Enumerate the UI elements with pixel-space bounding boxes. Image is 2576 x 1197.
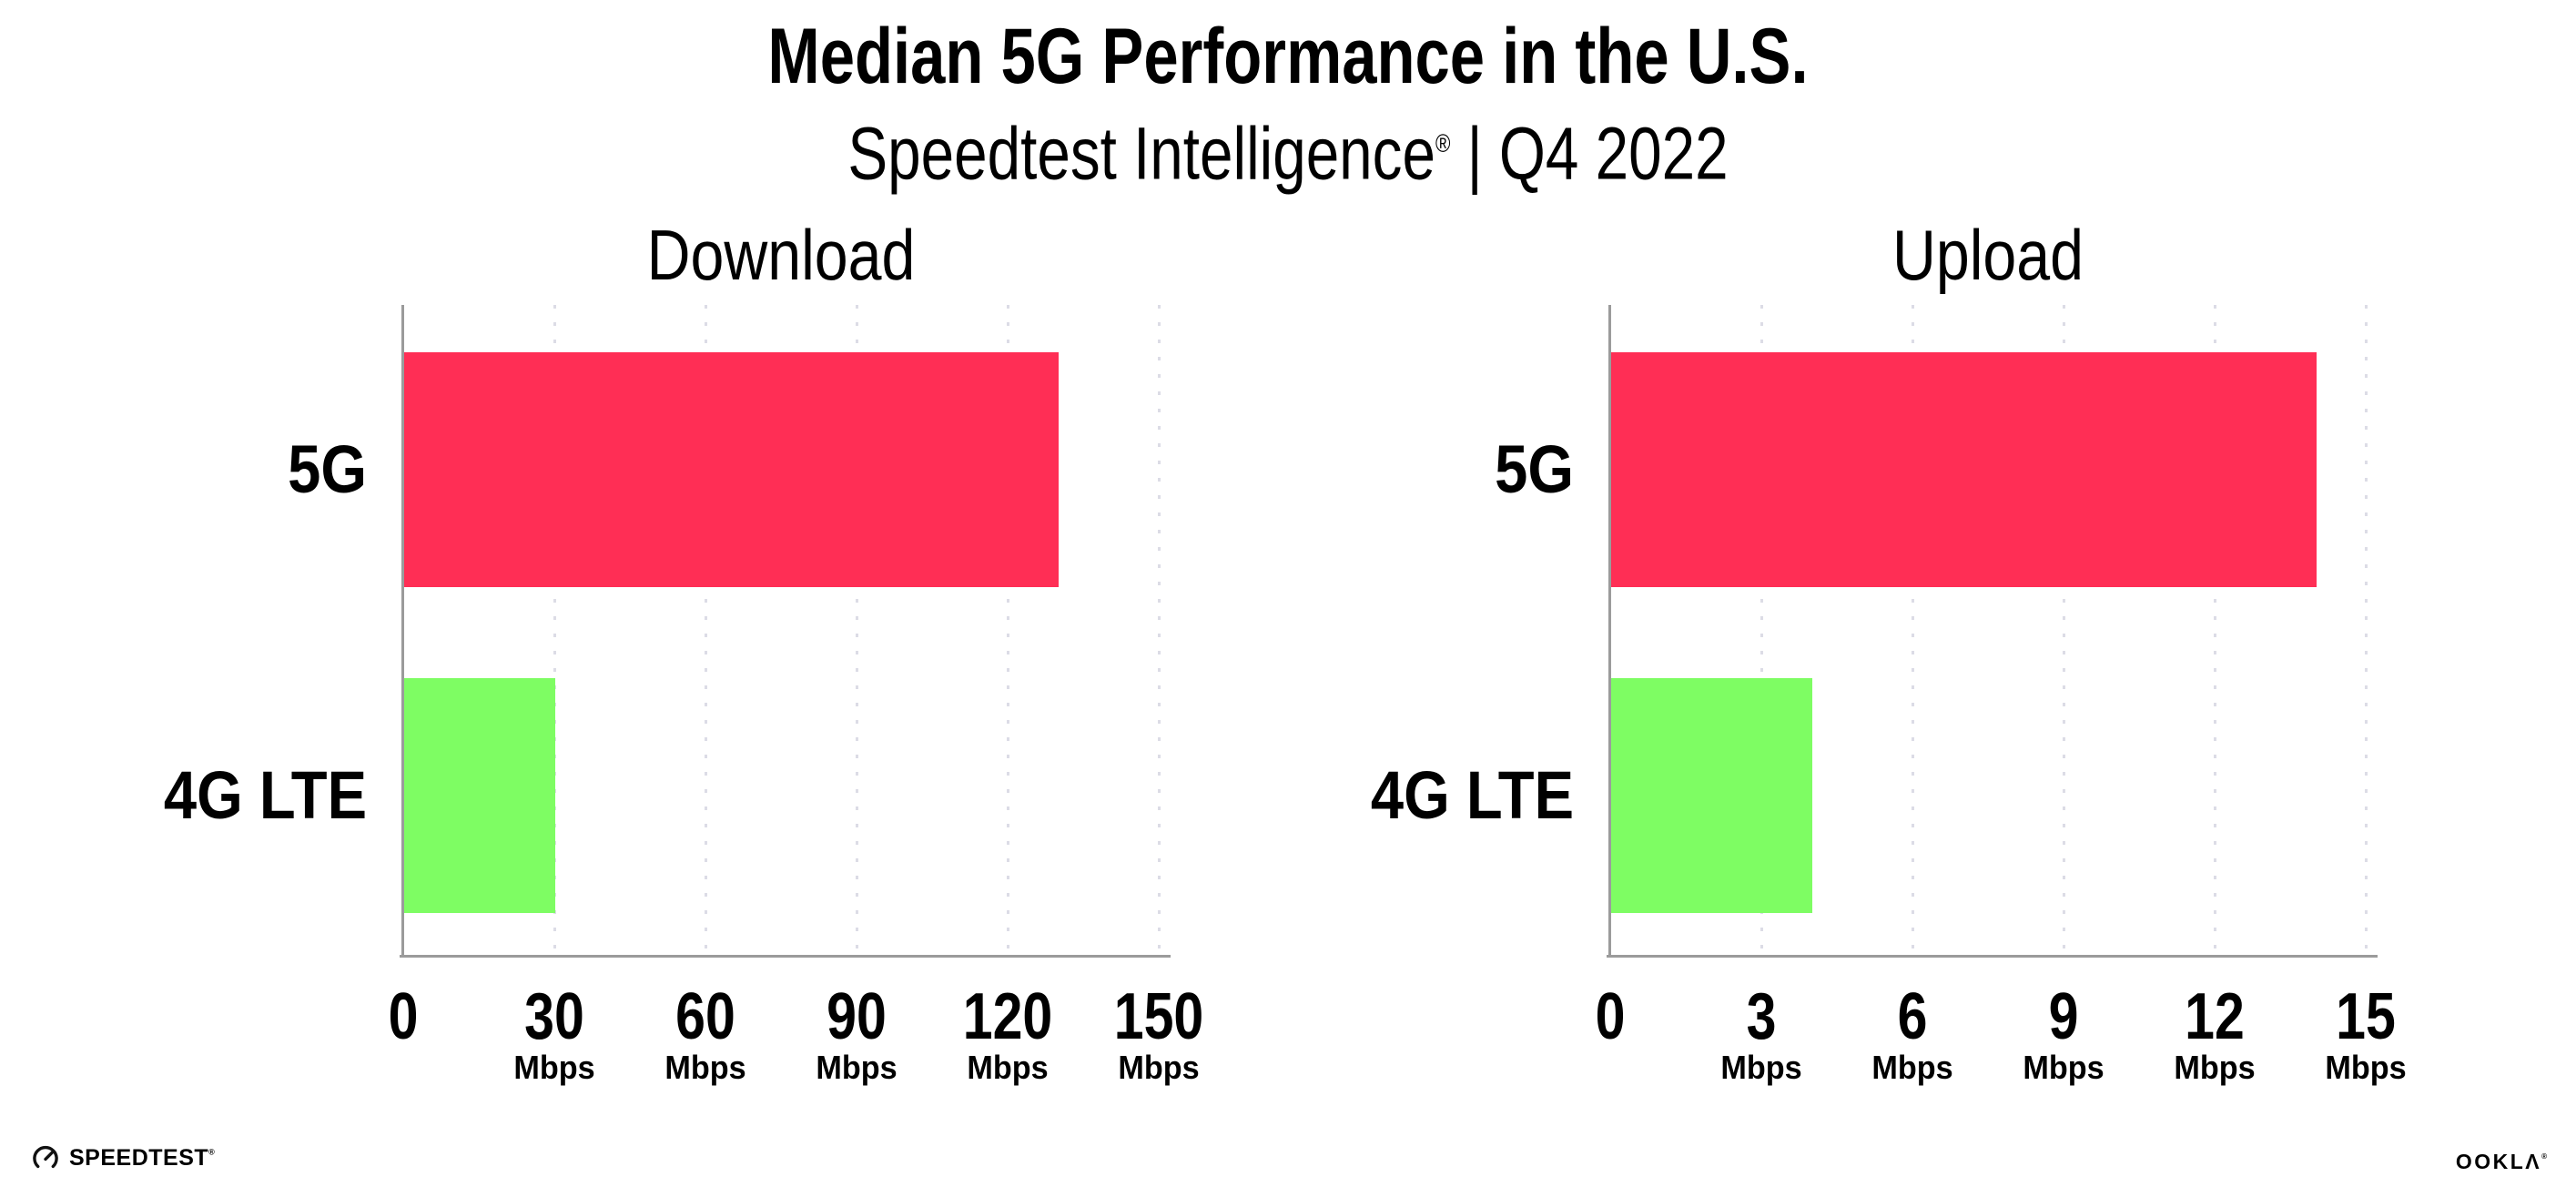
page-title: Median 5G Performance in the U.S. <box>767 13 1809 100</box>
bar-4g-lte-download <box>404 678 555 913</box>
registered-mark: ® <box>208 1146 216 1156</box>
x-axis-download <box>400 955 1171 958</box>
tick-unit-download-150: Mbps <box>1118 1049 1200 1086</box>
tick-label-download-90: 90 <box>827 980 887 1053</box>
gridline-download-150 <box>1158 305 1161 955</box>
gridline-download-30 <box>553 305 556 955</box>
ookla-wordmark: OOKLΛ <box>2455 1150 2542 1174</box>
gridline-download-120 <box>1007 305 1009 955</box>
tick-label-upload-9: 9 <box>2048 980 2079 1053</box>
tick-label-upload-6: 6 <box>1897 980 1928 1053</box>
speedtest-gauge-icon <box>33 1145 58 1169</box>
tick-label-upload-15: 15 <box>2336 980 2396 1053</box>
tick-unit-download-30: Mbps <box>513 1049 595 1086</box>
bar-4g-lte-upload <box>1611 678 1813 913</box>
x-axis-upload <box>1607 955 2378 958</box>
speedtest-logo: SPEEDTEST® <box>30 1140 215 1176</box>
category-label-4g-lte-upload: 4G LTE <box>1370 757 1574 833</box>
page-subtitle: Speedtest Intelligence® | Q4 2022 <box>258 98 2318 195</box>
upload-plot: 5G 4G LTE 0 3 Mbps 6 Mbps 9 Mbps 12 Mbps 15 Mbps <box>1371 305 2407 1086</box>
gridline-upload-15 <box>2365 305 2368 955</box>
gridline-upload-12 <box>2214 305 2216 955</box>
gridline-upload-9 <box>2063 305 2065 955</box>
download-chart-title: Download <box>646 215 916 295</box>
tick-label-download-60: 60 <box>675 980 735 1053</box>
tick-unit-upload-3: Mbps <box>1720 1049 1802 1086</box>
tick-label-download-120: 120 <box>962 980 1053 1053</box>
upload-chart-title: Upload <box>1891 215 2084 295</box>
gridline-upload-6 <box>1912 305 1914 955</box>
speedtest-wordmark: SPEEDTEST® <box>69 1144 216 1171</box>
bar-5g-upload <box>1611 352 2317 587</box>
tick-label-download-150: 150 <box>1113 980 1204 1053</box>
tick-unit-upload-6: Mbps <box>1871 1049 1953 1086</box>
gridline-download-90 <box>856 305 858 955</box>
category-label-4g-lte-download: 4G LTE <box>163 757 367 833</box>
tick-label-download-30: 30 <box>524 980 584 1053</box>
y-axis-download <box>401 305 404 958</box>
subtitle-brand: Speedtest Intelligence <box>847 112 1435 196</box>
subtitle-period: | Q4 2022 <box>1450 112 1729 196</box>
tick-label-upload-12: 12 <box>2185 980 2245 1053</box>
category-label-5g-download: 5G <box>288 431 367 507</box>
tick-unit-upload-12: Mbps <box>2174 1049 2256 1086</box>
tick-unit-download-90: Mbps <box>816 1049 898 1086</box>
category-label-5g-upload: 5G <box>1495 431 1574 507</box>
y-axis-upload <box>1608 305 1611 958</box>
registered-mark: ® <box>1435 129 1451 157</box>
tick-label-upload-3: 3 <box>1746 980 1777 1053</box>
registered-mark: ® <box>2541 1152 2547 1161</box>
bar-5g-download <box>404 352 1060 587</box>
download-plot: 5G 4G LTE 0 30 Mbps 60 Mbps 90 Mbps 120 Mbps 150 Mbp… <box>164 305 1203 1086</box>
tick-unit-upload-15: Mbps <box>2325 1049 2407 1086</box>
tick-label-download-0: 0 <box>388 980 419 1053</box>
tick-unit-download-120: Mbps <box>967 1049 1049 1086</box>
tick-unit-download-60: Mbps <box>664 1049 746 1086</box>
gridline-download-60 <box>705 305 707 955</box>
ookla-logo: OOKLΛ® <box>2455 1141 2547 1174</box>
tick-unit-upload-9: Mbps <box>2023 1049 2104 1086</box>
tick-label-upload-0: 0 <box>1595 980 1626 1053</box>
gridline-upload-3 <box>1760 305 1763 955</box>
